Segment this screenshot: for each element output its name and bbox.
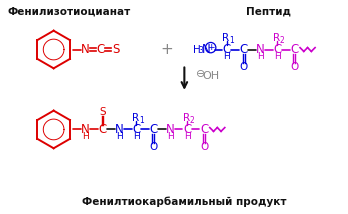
Text: C: C: [200, 123, 208, 136]
Text: S: S: [112, 43, 119, 56]
Text: Фенилтиокарбамильный продукт: Фенилтиокарбамильный продукт: [82, 197, 287, 207]
Text: N: N: [166, 123, 175, 136]
Text: N: N: [202, 43, 211, 56]
Text: C: C: [96, 43, 105, 56]
Text: N: N: [81, 123, 90, 136]
Text: S: S: [99, 107, 106, 117]
Text: R: R: [273, 33, 280, 43]
Text: +: +: [160, 42, 173, 57]
Text: C: C: [273, 43, 282, 56]
Text: Фенилизотиоцианат: Фенилизотиоцианат: [8, 7, 131, 17]
Text: C: C: [132, 123, 141, 136]
Text: O: O: [200, 142, 208, 152]
Text: 2: 2: [190, 116, 194, 125]
Text: 1: 1: [229, 36, 234, 45]
Text: N: N: [115, 123, 124, 136]
Text: H: H: [193, 45, 200, 55]
Text: C: C: [149, 123, 157, 136]
Text: H: H: [274, 52, 281, 61]
Text: H: H: [257, 52, 264, 61]
Text: R: R: [222, 33, 229, 43]
Text: OH: OH: [202, 71, 219, 81]
Text: C: C: [183, 123, 191, 136]
Text: O: O: [239, 62, 248, 72]
Text: O: O: [149, 142, 157, 152]
Text: H: H: [167, 132, 174, 141]
Text: N: N: [256, 43, 265, 56]
Text: C: C: [223, 43, 231, 56]
Text: Пептид: Пептид: [246, 7, 291, 17]
Text: R: R: [132, 113, 139, 123]
Text: C: C: [98, 123, 106, 136]
Text: 1: 1: [139, 116, 143, 125]
Text: H: H: [82, 132, 89, 141]
Text: ⊖: ⊖: [196, 69, 205, 79]
Text: H: H: [223, 52, 230, 61]
Text: +: +: [207, 43, 214, 52]
Text: 3: 3: [198, 46, 203, 55]
Text: H: H: [116, 132, 123, 141]
Text: C: C: [239, 43, 248, 56]
Text: H: H: [184, 132, 191, 141]
Text: R: R: [183, 113, 190, 123]
Text: O: O: [290, 62, 299, 72]
Text: H: H: [133, 132, 140, 141]
Text: C: C: [290, 43, 299, 56]
Text: 2: 2: [280, 36, 285, 45]
Text: N: N: [81, 43, 90, 56]
